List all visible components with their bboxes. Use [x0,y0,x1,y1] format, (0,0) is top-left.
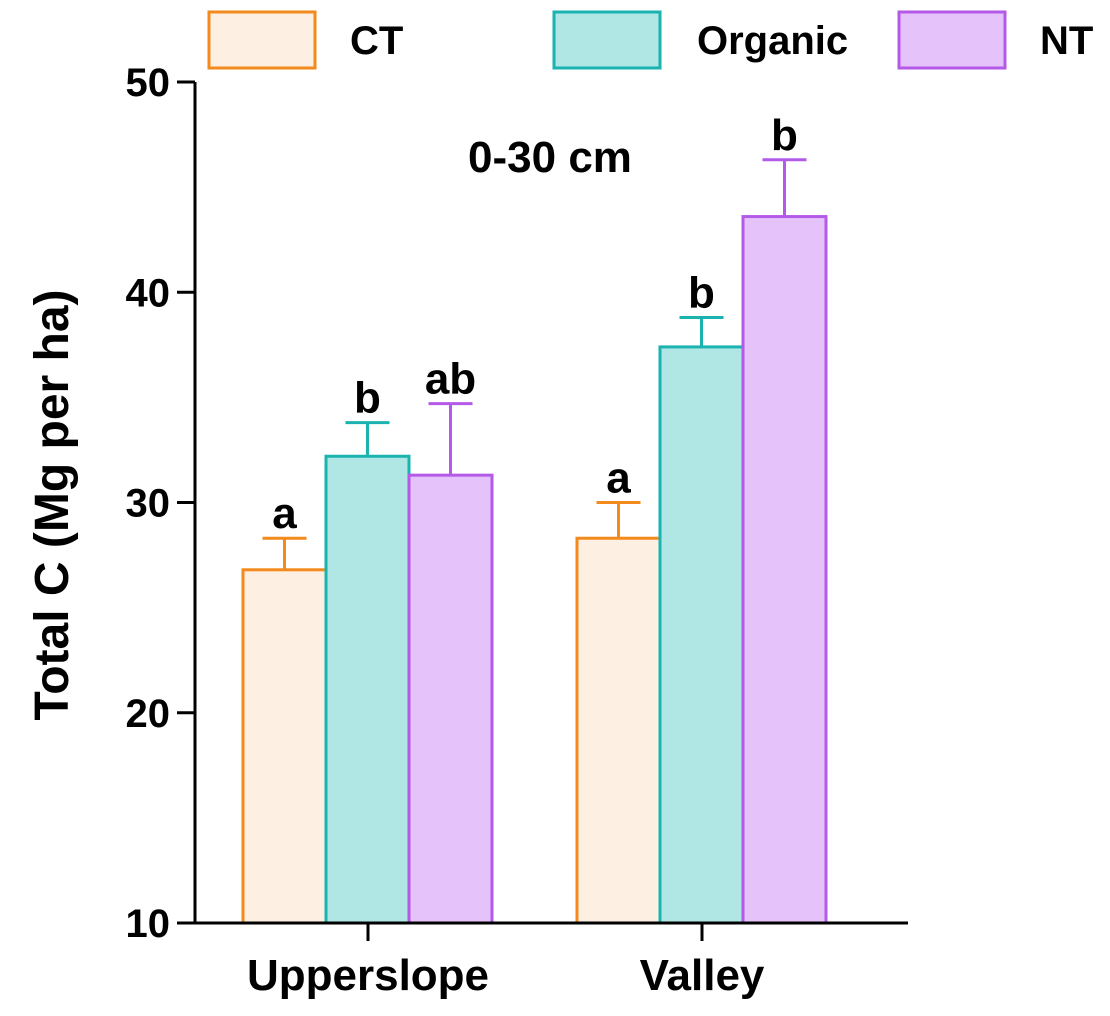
legend-label-ct: CT [350,19,403,63]
y-tick-label-40: 40 [126,271,171,315]
chart-subtitle: 0-30 cm [468,133,632,182]
legend-swatch-nt [897,10,1007,70]
significance-letter-ct-upperslope: a [272,489,297,538]
legend: CT Organic NT [207,10,1093,70]
legend-label-organic: Organic [697,19,848,63]
y-tick-label-30: 30 [126,482,171,526]
y-tick-label-10: 10 [126,902,171,946]
bar-ct-valley [575,536,662,925]
bars [241,215,828,925]
x-tick-label-upperslope: Upperslope [247,951,489,1000]
bar-nt-upperslope [407,473,494,925]
significance-letter-nt-valley: b [771,111,798,160]
y-tick-label-50: 50 [126,61,171,105]
legend-label-nt: NT [1040,19,1093,63]
legend-swatch-organic [552,10,662,70]
significance-letter-organic-upperslope: b [354,374,381,423]
x-tick-label-valley: Valley [640,951,765,1000]
bar-organic-upperslope [324,454,411,925]
y-tick-label-20: 20 [126,692,171,736]
significance-letter-organic-valley: b [688,268,715,317]
y-axis-label: Total C (Mg per ha) [26,289,79,720]
bar-ct-upperslope [241,568,328,925]
bar-nt-valley [741,215,828,925]
significance-letter-nt-upperslope: ab [425,355,476,404]
error-bars [262,158,807,570]
legend-swatch-ct [207,10,317,70]
axes: 10 20 30 40 50 Upperslope Valley [126,61,908,1000]
significance-letter-ct-valley: a [606,454,631,503]
bar-organic-valley [658,345,745,925]
